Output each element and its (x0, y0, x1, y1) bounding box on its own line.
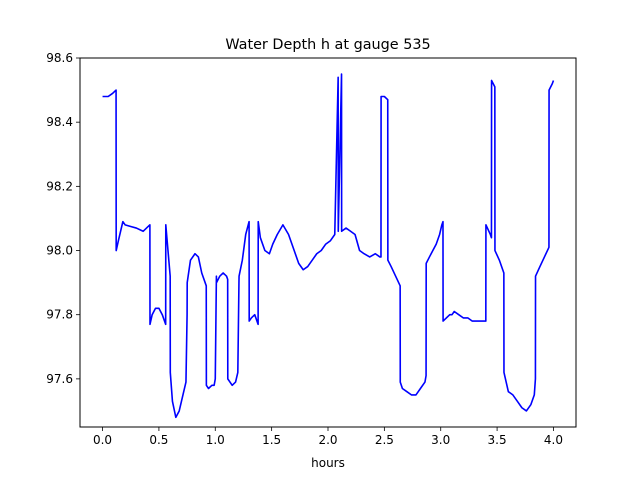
chart-title: Water Depth h at gauge 535 (225, 37, 430, 53)
x-tick-label: 1.5 (262, 433, 281, 447)
x-tick-label: 2.0 (318, 433, 337, 447)
x-tick-label: 3.5 (488, 433, 507, 447)
y-tick-label: 98.4 (46, 115, 73, 129)
series-line-water-depth (102, 73, 555, 419)
x-axis-label: hours (311, 456, 345, 470)
x-tick-label: 1.0 (206, 433, 225, 447)
y-tick-label: 98.0 (46, 244, 73, 258)
y-axis-ticks: 97.6 97.8 98.0 98.2 98.4 98.6 (46, 51, 80, 386)
y-tick-label: 97.8 (46, 308, 73, 322)
x-tick-label: 3.0 (431, 433, 450, 447)
x-tick-label: 2.5 (375, 433, 394, 447)
x-tick-label: 4.0 (544, 433, 563, 447)
y-tick-label: 98.6 (46, 51, 73, 65)
x-tick-label: 0.0 (93, 433, 112, 447)
y-tick-label: 97.6 (46, 372, 73, 386)
y-tick-label: 98.2 (46, 179, 73, 193)
x-tick-label: 0.5 (149, 433, 168, 447)
x-axis-ticks: 0.0 0.5 1.0 1.5 2.0 2.5 3.0 3.5 4.0 (93, 427, 563, 447)
